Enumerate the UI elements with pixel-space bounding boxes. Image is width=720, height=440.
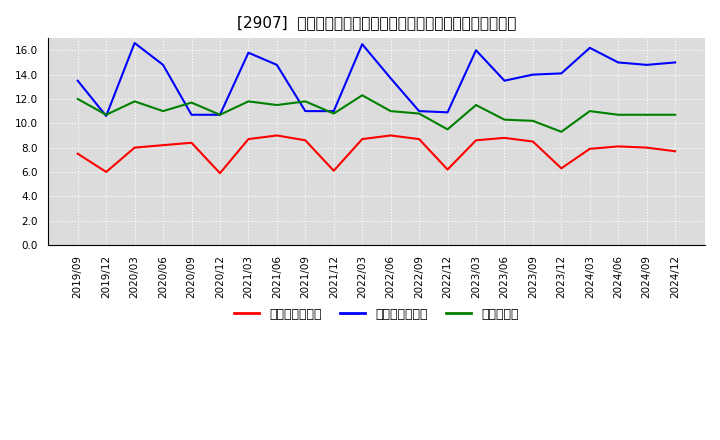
在庫回転率 (614, 112, 623, 117)
Title: [2907]  売上債権回転率、買入債務回転率、在庫回転率の推移: [2907] 売上債権回転率、買入債務回転率、在庫回転率の推移 (237, 15, 516, 30)
売上債権回転率 (244, 136, 253, 142)
買入債務回転率 (585, 45, 594, 51)
売上債権回転率 (301, 138, 310, 143)
買入債務回転率 (614, 60, 623, 65)
売上債権回転率 (557, 166, 566, 171)
売上債権回転率 (500, 135, 509, 140)
買入債務回転率 (415, 109, 423, 114)
売上債権回転率 (330, 168, 338, 173)
買入債務回転率 (330, 109, 338, 114)
売上債権回転率 (215, 171, 224, 176)
買入債務回転率 (500, 78, 509, 83)
売上債権回転率 (642, 145, 651, 150)
在庫回転率 (557, 129, 566, 135)
在庫回転率 (387, 109, 395, 114)
売上債権回転率 (671, 149, 680, 154)
買入債務回転率 (187, 112, 196, 117)
在庫回転率 (273, 103, 282, 108)
在庫回転率 (187, 100, 196, 105)
買入債務回転率 (557, 71, 566, 76)
売上債権回転率 (187, 140, 196, 145)
買入債務回転率 (358, 41, 366, 47)
買入債務回転率 (528, 72, 537, 77)
在庫回転率 (500, 117, 509, 122)
Line: 買入債務回転率: 買入債務回転率 (78, 43, 675, 116)
Line: 在庫回転率: 在庫回転率 (78, 95, 675, 132)
在庫回転率 (671, 112, 680, 117)
在庫回転率 (528, 118, 537, 124)
買入債務回転率 (158, 62, 167, 67)
買入債務回転率 (73, 78, 82, 83)
Line: 売上債権回転率: 売上債権回転率 (78, 136, 675, 173)
在庫回転率 (102, 112, 110, 117)
在庫回転率 (330, 111, 338, 116)
売上債権回転率 (614, 144, 623, 149)
売上債権回転率 (273, 133, 282, 138)
買入債務回転率 (301, 109, 310, 114)
在庫回転率 (444, 127, 452, 132)
在庫回転率 (244, 99, 253, 104)
Legend: 売上債権回転率, 買入債務回転率, 在庫回転率: 売上債権回転率, 買入債務回転率, 在庫回転率 (229, 303, 524, 326)
買入債務回転率 (130, 40, 139, 46)
在庫回転率 (301, 99, 310, 104)
買入債務回転率 (387, 76, 395, 81)
在庫回転率 (472, 103, 480, 108)
売上債権回転率 (102, 169, 110, 175)
売上債権回転率 (130, 145, 139, 150)
在庫回転率 (130, 99, 139, 104)
売上債権回転率 (472, 138, 480, 143)
在庫回転率 (585, 109, 594, 114)
売上債権回転率 (387, 133, 395, 138)
売上債権回転率 (415, 136, 423, 142)
買入債務回転率 (472, 48, 480, 53)
在庫回転率 (158, 109, 167, 114)
売上債権回転率 (73, 151, 82, 156)
買入債務回転率 (444, 110, 452, 115)
売上債権回転率 (444, 167, 452, 172)
在庫回転率 (73, 96, 82, 102)
売上債権回転率 (158, 143, 167, 148)
買入債務回転率 (642, 62, 651, 67)
在庫回転率 (215, 112, 224, 117)
買入債務回転率 (671, 60, 680, 65)
在庫回転率 (415, 111, 423, 116)
在庫回転率 (358, 93, 366, 98)
売上債権回転率 (358, 136, 366, 142)
買入債務回転率 (215, 112, 224, 117)
売上債権回転率 (585, 146, 594, 151)
買入債務回転率 (244, 50, 253, 55)
在庫回転率 (642, 112, 651, 117)
売上債権回転率 (528, 139, 537, 144)
買入債務回転率 (102, 114, 110, 119)
買入債務回転率 (273, 62, 282, 67)
